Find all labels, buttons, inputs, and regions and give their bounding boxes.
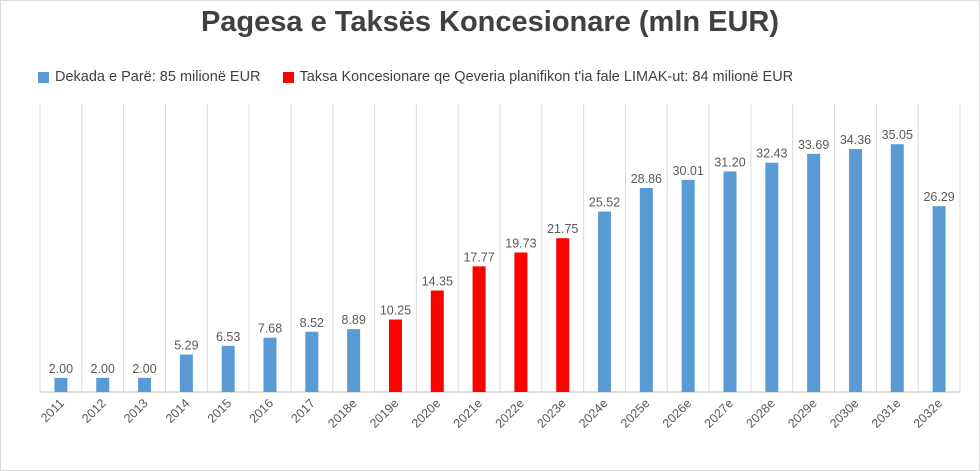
legend: Dekada e Parë: 85 milionë EUR Taksa Konc…: [38, 66, 815, 88]
data-label: 5.29: [174, 339, 198, 353]
bar: [723, 171, 737, 392]
legend-label-concession-tax: Taksa Koncesionare qe Qeveria planifikon…: [299, 69, 794, 85]
bar: [347, 329, 361, 392]
bar: [263, 337, 277, 392]
x-tick-label: 2023e: [534, 396, 569, 431]
bar: [54, 377, 68, 392]
x-tick-label: 2025e: [618, 396, 653, 431]
data-label: 2.00: [49, 362, 73, 376]
bar: [430, 290, 444, 392]
x-tick-label: 2029e: [785, 396, 820, 431]
data-label: 19.73: [505, 237, 536, 251]
x-tick-label: 2012: [79, 396, 109, 426]
bar: [765, 162, 779, 392]
bar: [96, 377, 110, 392]
data-label: 2.00: [132, 362, 156, 376]
data-label: 32.43: [756, 147, 787, 161]
chart-title: Pagesa e Taksës Koncesionare (mln EUR): [200, 6, 780, 38]
x-tick-label: 2020e: [409, 396, 444, 431]
data-label: 33.69: [798, 138, 829, 152]
bar: [598, 211, 612, 392]
data-label: 2.00: [91, 362, 115, 376]
bar: [848, 149, 862, 392]
data-label: 26.29: [923, 190, 954, 204]
data-label: 8.52: [300, 316, 324, 330]
x-tick-label: 2027e: [702, 396, 737, 431]
data-label: 28.86: [631, 172, 662, 186]
legend-item-first-decade: Dekada e Parë: 85 milionë EUR: [38, 69, 261, 85]
bar: [932, 206, 946, 392]
data-label: 17.77: [463, 250, 494, 264]
bar: [681, 179, 695, 392]
data-label: 25.52: [589, 196, 620, 210]
x-tick-label: 2028e: [743, 396, 778, 431]
x-tick-label: 2021e: [451, 396, 486, 431]
bar: [472, 266, 486, 392]
bar: [807, 153, 821, 392]
x-tick-label: 2030e: [827, 396, 862, 431]
bar: [556, 238, 570, 392]
data-label: 10.25: [380, 304, 411, 318]
bar: [221, 345, 235, 392]
x-tick-label: 2026e: [660, 396, 695, 431]
data-label: 8.89: [341, 313, 365, 327]
x-tick-label: 2011: [38, 396, 67, 425]
bar: [890, 144, 904, 392]
x-tick-label: 2024e: [576, 396, 611, 431]
bar: [639, 187, 653, 392]
bar: [138, 377, 152, 392]
legend-item-concession-tax: Taksa Koncesionare qe Qeveria planifikon…: [282, 69, 794, 85]
x-tick-label: 2013: [121, 396, 151, 426]
data-label: 7.68: [258, 322, 282, 336]
data-label: 31.20: [714, 155, 745, 169]
legend-label-first-decade: Dekada e Parë: 85 milionë EUR: [55, 69, 261, 85]
legend-swatch-blue: [38, 71, 49, 83]
x-tick-label: 2032e: [911, 396, 946, 431]
bar: [305, 331, 319, 392]
bar: [514, 252, 528, 392]
x-tick-label: 2016: [247, 396, 277, 426]
legend-swatch-red: [282, 71, 294, 83]
data-label: 34.36: [840, 133, 871, 147]
x-tick-label: 2014: [163, 396, 193, 426]
bar: [388, 319, 402, 392]
x-tick-label: 2015: [205, 396, 235, 426]
x-tick-label: 2018e: [325, 396, 360, 431]
data-label: 6.53: [216, 330, 240, 344]
data-label: 35.05: [882, 128, 913, 142]
x-tick-label: 2017: [288, 396, 318, 426]
data-label: 14.35: [422, 275, 453, 289]
bar: [179, 354, 193, 392]
x-tick-label: 2031e: [869, 396, 904, 431]
data-label: 21.75: [547, 222, 578, 236]
x-tick-label: 2022e: [493, 396, 528, 431]
x-tick-label: 2019e: [367, 396, 402, 431]
data-label: 30.01: [673, 164, 704, 178]
